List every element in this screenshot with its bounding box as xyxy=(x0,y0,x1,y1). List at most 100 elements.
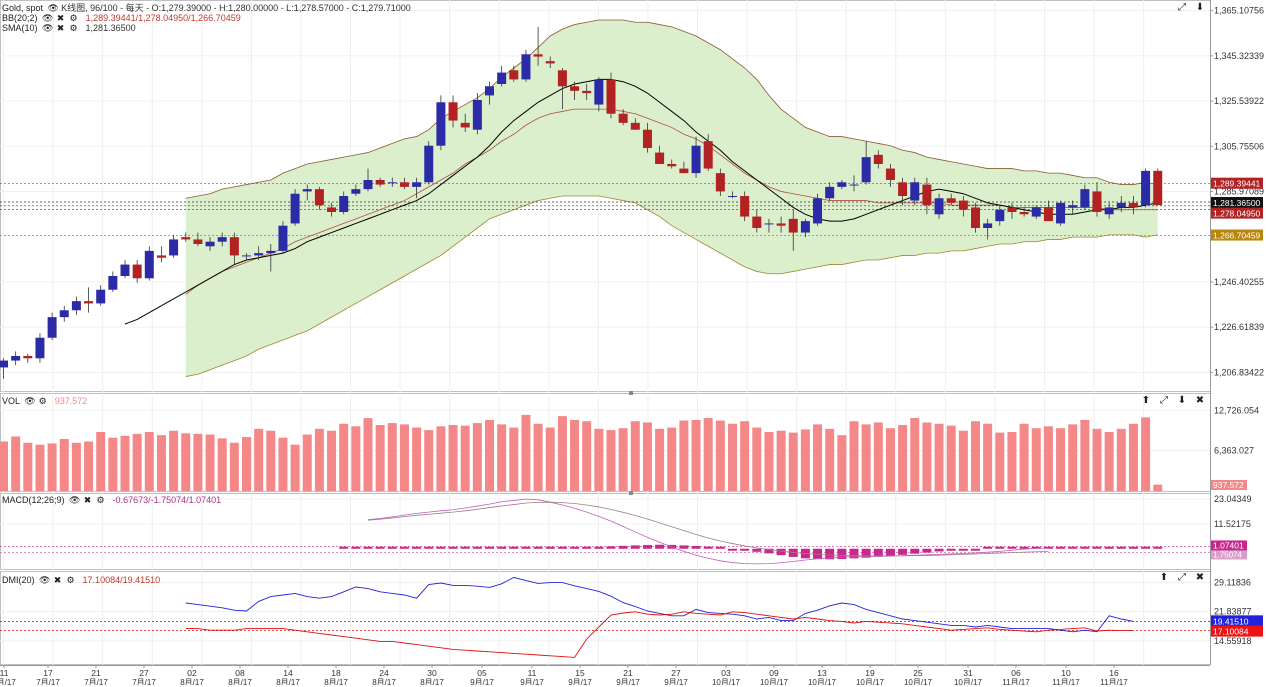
macd-histogram-bar xyxy=(618,545,628,549)
vol-axis-label: 12,726.054 xyxy=(1214,405,1259,415)
eye-icon[interactable]: 👁 xyxy=(47,3,59,13)
expand-icon[interactable]: ⤢ xyxy=(1160,395,1168,406)
gear-icon[interactable]: ⚙ xyxy=(69,13,78,23)
move-up-icon[interactable]: ⬆ xyxy=(1159,572,1169,583)
volume-bar xyxy=(849,421,859,491)
candle-body xyxy=(958,200,968,210)
gear-icon[interactable]: ⚙ xyxy=(66,575,75,585)
x-axis-month-label: 8月/17 xyxy=(228,678,252,685)
close-icon[interactable]: ✖ xyxy=(83,495,92,505)
volume-bar xyxy=(764,431,774,491)
volume-bar xyxy=(71,442,81,491)
candle-body xyxy=(1068,205,1078,208)
dmi-plus-line xyxy=(185,576,1134,633)
close-panel-icon[interactable]: ✖ xyxy=(1195,572,1205,583)
macd-histogram-bar xyxy=(983,546,993,549)
candle-body xyxy=(132,264,142,279)
eye-icon[interactable]: 👁 xyxy=(69,495,81,505)
bb-lower-line xyxy=(185,195,1158,377)
volume-bar xyxy=(156,435,166,491)
x-axis-day-label: 19 xyxy=(865,668,875,678)
macd-histogram-bar xyxy=(861,548,871,558)
close-panel-icon[interactable]: ✖ xyxy=(1195,395,1205,406)
dmi-plus-badge: 19.41510 xyxy=(1213,616,1249,626)
volume-bar xyxy=(521,414,531,491)
candle-body xyxy=(290,193,300,224)
dmi-header: DMI(20) 👁 ✖ ⚙ 17.10084/19.41510 xyxy=(2,575,160,585)
volume-bar xyxy=(703,418,713,491)
close-icon[interactable]: ✖ xyxy=(56,23,65,33)
macd-histogram-bar xyxy=(1043,546,1053,549)
macd-histogram-bar xyxy=(1080,546,1090,549)
macd-histogram-bar xyxy=(898,548,908,555)
macd-histogram-bar xyxy=(958,548,968,551)
sma-value: 1,281.36500 xyxy=(85,23,136,33)
candle-body xyxy=(885,168,895,180)
panel-splitter-handle xyxy=(629,491,633,495)
macd-histogram-bar xyxy=(485,546,494,549)
move-down-icon[interactable]: ⬇ xyxy=(1195,2,1205,13)
x-axis-month-label: 10月/17 xyxy=(808,678,837,685)
candle-body xyxy=(11,356,21,361)
volume-bar xyxy=(715,420,725,491)
x-axis-month-label: 11月/17 xyxy=(1052,678,1080,685)
gear-icon[interactable]: ⚙ xyxy=(38,396,47,406)
volume-bar xyxy=(448,425,458,491)
volume-bar xyxy=(667,427,677,491)
eye-icon[interactable]: 👁 xyxy=(24,396,36,406)
expand-icon[interactable]: ⤢ xyxy=(1178,572,1186,583)
candle-body xyxy=(557,70,567,87)
candle-body xyxy=(837,182,847,187)
x-axis-month-label: 9月/17 xyxy=(470,678,494,685)
sma-line xyxy=(124,78,1158,325)
candle-body xyxy=(1043,207,1053,222)
macd-histogram-bar xyxy=(728,548,737,551)
macd-histogram-bar xyxy=(387,546,397,549)
expand-icon[interactable]: ⤢ xyxy=(1178,2,1186,13)
volume-bar xyxy=(800,429,810,491)
macd-histogram-bar xyxy=(1056,546,1066,549)
eye-icon[interactable]: 👁 xyxy=(42,23,54,33)
candle-body xyxy=(0,360,8,368)
volume-bar xyxy=(509,427,519,491)
eye-icon[interactable]: 👁 xyxy=(39,575,51,585)
candle-body xyxy=(849,184,859,186)
macd-histogram-bar xyxy=(375,546,385,549)
candle-body xyxy=(995,209,1005,222)
volume-bar xyxy=(655,428,665,491)
volume-bar xyxy=(327,430,337,491)
eye-icon[interactable]: 👁 xyxy=(42,13,54,23)
bb-upper-line xyxy=(185,19,1158,199)
volume-bar xyxy=(23,442,33,491)
x-axis-month-label: 9月/17 xyxy=(568,678,592,685)
candle-body xyxy=(1104,207,1114,215)
candle-body xyxy=(715,173,725,192)
candle-body xyxy=(1116,202,1126,208)
volume-bar xyxy=(630,421,640,491)
macd-histogram-bar xyxy=(594,546,604,549)
gear-icon[interactable]: ⚙ xyxy=(69,23,78,33)
close-icon[interactable]: ✖ xyxy=(56,13,65,23)
dmi-axis-label: 14.55918 xyxy=(1214,636,1252,646)
candle-body xyxy=(594,79,604,105)
x-axis-day-label: 06 xyxy=(1011,668,1021,678)
candle-body xyxy=(254,253,264,256)
move-up-icon[interactable]: ⬆ xyxy=(1141,395,1151,406)
candle-body xyxy=(983,223,993,228)
close-icon[interactable]: ✖ xyxy=(53,575,62,585)
volume-bar xyxy=(460,425,470,491)
candle-body xyxy=(1141,170,1151,206)
volume-bar xyxy=(84,441,94,491)
price-axis-label: 1,345.32339 xyxy=(1214,51,1264,61)
macd-histogram-bar xyxy=(825,548,835,560)
x-axis-month-label: 8月/17 xyxy=(276,678,300,685)
price-axis-label: 1,226.61839 xyxy=(1214,322,1264,332)
move-down-icon[interactable]: ⬇ xyxy=(1177,395,1187,406)
candle-body xyxy=(630,122,640,130)
gear-icon[interactable]: ⚙ xyxy=(96,495,105,505)
candle-body xyxy=(472,100,482,130)
volume-bar xyxy=(582,421,592,491)
volume-bar xyxy=(229,442,239,491)
x-axis-day-label: 09 xyxy=(769,668,779,678)
